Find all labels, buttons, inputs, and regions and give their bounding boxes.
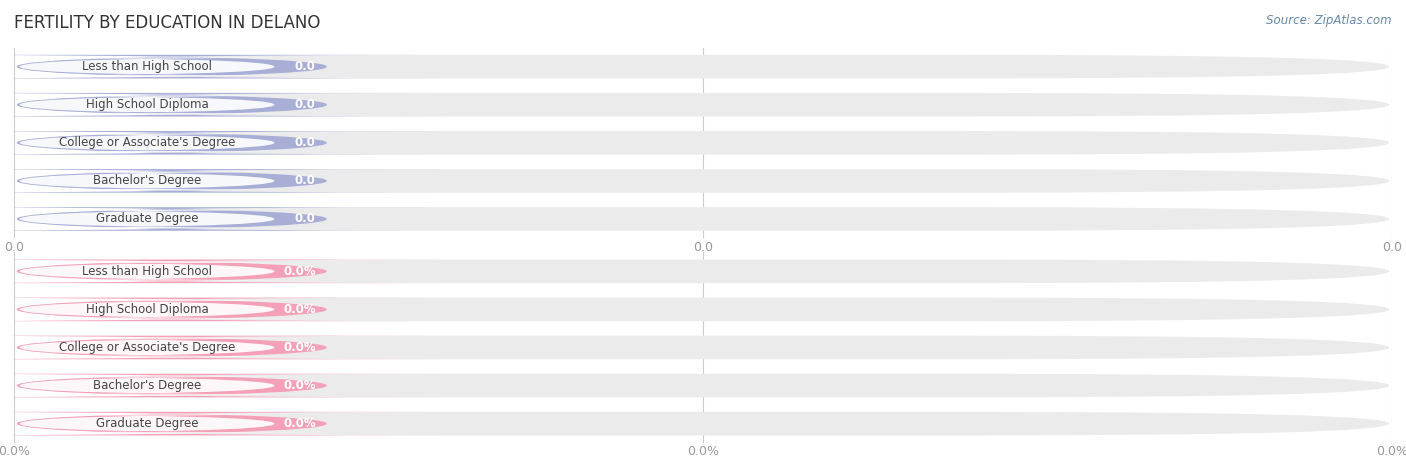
FancyBboxPatch shape xyxy=(0,210,353,228)
Text: 0.0: 0.0 xyxy=(295,174,316,188)
Text: Graduate Degree: Graduate Degree xyxy=(96,417,198,430)
FancyBboxPatch shape xyxy=(0,262,353,280)
FancyBboxPatch shape xyxy=(17,412,1389,436)
FancyBboxPatch shape xyxy=(17,374,1389,397)
Text: 0.0%: 0.0% xyxy=(283,303,316,316)
FancyBboxPatch shape xyxy=(17,259,1389,283)
Text: College or Associate's Degree: College or Associate's Degree xyxy=(59,136,235,149)
FancyBboxPatch shape xyxy=(0,172,353,190)
FancyBboxPatch shape xyxy=(17,131,1389,155)
FancyBboxPatch shape xyxy=(0,298,444,321)
FancyBboxPatch shape xyxy=(17,169,1389,193)
FancyBboxPatch shape xyxy=(17,93,1389,117)
Text: Bachelor's Degree: Bachelor's Degree xyxy=(93,174,201,188)
FancyBboxPatch shape xyxy=(0,96,353,114)
Text: 0.0: 0.0 xyxy=(295,98,316,111)
FancyBboxPatch shape xyxy=(0,374,444,397)
FancyBboxPatch shape xyxy=(17,207,1389,231)
FancyBboxPatch shape xyxy=(0,169,444,193)
FancyBboxPatch shape xyxy=(0,338,353,357)
Text: 0.0%: 0.0% xyxy=(283,379,316,392)
FancyBboxPatch shape xyxy=(0,93,444,117)
Text: Less than High School: Less than High School xyxy=(82,265,212,278)
FancyBboxPatch shape xyxy=(17,55,1389,79)
Text: Bachelor's Degree: Bachelor's Degree xyxy=(93,379,201,392)
Text: 0.0: 0.0 xyxy=(295,136,316,149)
FancyBboxPatch shape xyxy=(0,58,353,76)
Text: Graduate Degree: Graduate Degree xyxy=(96,212,198,226)
FancyBboxPatch shape xyxy=(0,336,444,359)
Text: Less than High School: Less than High School xyxy=(82,60,212,73)
FancyBboxPatch shape xyxy=(0,377,353,395)
Text: 0.0%: 0.0% xyxy=(283,265,316,278)
FancyBboxPatch shape xyxy=(0,259,444,283)
Text: 0.0: 0.0 xyxy=(295,60,316,73)
FancyBboxPatch shape xyxy=(17,298,1389,321)
Text: Source: ZipAtlas.com: Source: ZipAtlas.com xyxy=(1267,14,1392,27)
FancyBboxPatch shape xyxy=(0,415,353,433)
Text: FERTILITY BY EDUCATION IN DELANO: FERTILITY BY EDUCATION IN DELANO xyxy=(14,14,321,32)
Text: 0.0%: 0.0% xyxy=(283,417,316,430)
Text: High School Diploma: High School Diploma xyxy=(86,98,208,111)
FancyBboxPatch shape xyxy=(0,134,353,152)
FancyBboxPatch shape xyxy=(0,300,353,318)
FancyBboxPatch shape xyxy=(17,336,1389,359)
FancyBboxPatch shape xyxy=(0,55,444,79)
Text: 0.0%: 0.0% xyxy=(283,341,316,354)
Text: 0.0: 0.0 xyxy=(295,212,316,226)
FancyBboxPatch shape xyxy=(0,412,444,436)
FancyBboxPatch shape xyxy=(0,207,444,231)
Text: College or Associate's Degree: College or Associate's Degree xyxy=(59,341,235,354)
Text: High School Diploma: High School Diploma xyxy=(86,303,208,316)
FancyBboxPatch shape xyxy=(0,131,444,155)
